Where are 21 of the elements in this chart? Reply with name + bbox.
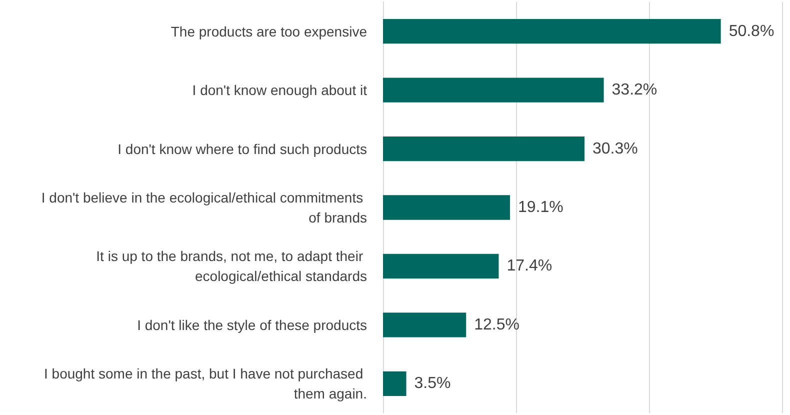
bar [383,195,510,220]
y-tick-label: I don't believe in the ecological/ethical commitments of brands [41,190,367,226]
data-label: 50.8% [728,22,774,40]
y-tick-label: I bought some in the past, but I have not purchased them again. [44,366,367,402]
data-label: 12.5% [474,316,520,334]
bar [383,78,604,102]
data-label: 33.2% [612,82,658,99]
bar [383,371,406,396]
data-label: 3.5% [414,375,451,392]
y-tick-label: The products are too expensive [170,23,368,40]
y-tick-label: It is up to the brands, not me, to adapt their ecological/ethical standards [96,248,367,284]
y-tick-label: I don't know where to find such products [118,140,367,157]
bar [383,19,721,44]
bar [383,136,584,162]
data-label: 30.3% [592,140,638,158]
bar [383,312,466,338]
y-tick-label: I don't like the style of these products [137,316,367,333]
y-tick-label: I don't know enough about it [192,82,368,98]
bar [383,254,499,279]
data-label: 19.1% [518,199,564,216]
data-label: 17.4% [506,258,552,275]
